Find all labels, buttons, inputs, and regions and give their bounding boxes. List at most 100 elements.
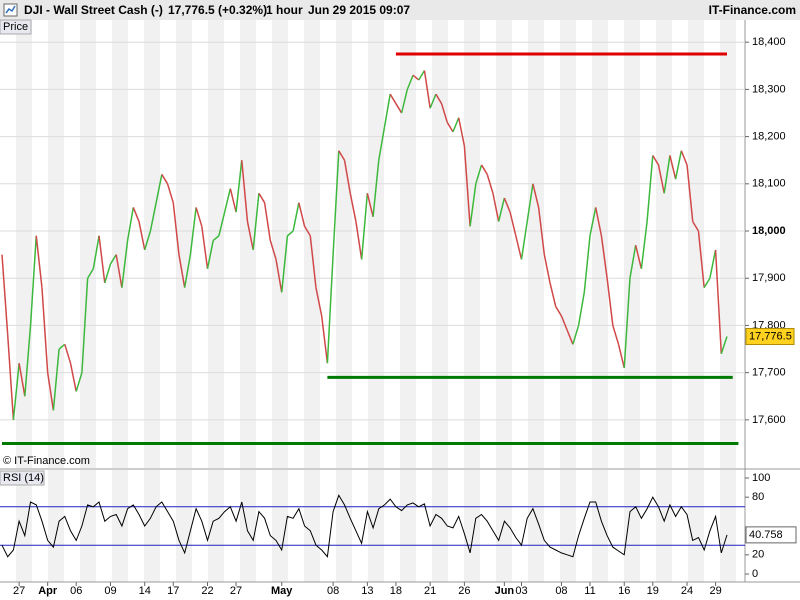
y-tick-label: 18,400 [752,36,786,48]
price-segment [121,240,129,288]
price-segment [223,188,232,213]
price-segment [634,245,643,269]
interval: 1 hour [266,3,303,17]
price-segment [355,221,363,260]
price-segment [457,117,466,147]
price-segment [332,150,340,255]
last-value-box [745,526,797,544]
x-tick-label: 27 [230,585,242,597]
price-segment [475,164,483,185]
price-segment [252,193,260,250]
price-segment [423,70,431,109]
x-tick-label: 11 [584,585,595,597]
y-tick-label: 17,700 [752,367,786,379]
rsi-title: RSI (14) [3,472,44,484]
x-tick-label: 08 [555,585,567,597]
price-segment [469,183,477,227]
header-bar [0,0,800,20]
price-segment [577,292,586,326]
price-segment [201,226,209,269]
price-segment [35,235,43,288]
panel-label-box [0,470,45,486]
price-segment [206,240,214,269]
y-tick-label: 0 [752,568,758,580]
price-segment [46,372,55,411]
price-segment [526,183,534,222]
x-tick-label: 22 [201,585,213,597]
x-tick-label: 03 [515,585,527,597]
price-segment [366,193,374,218]
last-price-label: 17,776.5 [749,330,792,342]
x-tick-label: 16 [618,585,630,597]
price-segment [400,89,409,114]
x-tick-label: 17 [167,585,179,597]
x-tick-label: May [271,585,293,597]
price-segment [58,343,66,350]
price-segment [235,160,243,213]
price-segment [12,363,20,420]
price-segment [1,254,9,335]
rsi-line [1,494,728,558]
y-tick-label: 18,300 [752,83,786,95]
price-segment [600,235,608,279]
price-segment [303,225,311,237]
price-segment [440,103,448,123]
price-segment [183,254,192,288]
x-tick-label: 14 [139,585,151,597]
price-segment [543,254,551,284]
price-segment [492,193,500,222]
price-segment [560,315,568,331]
price-segment [452,117,460,133]
price-segment [280,235,289,293]
price-segment [195,207,203,227]
price-segment [275,259,283,293]
price-segment [155,174,163,203]
price-segment [629,245,637,279]
price-segment [292,202,300,232]
price-segment [583,235,591,293]
price-segment [178,254,186,288]
quote: 17,776.5 (+0.32%) [168,3,267,17]
x-tick-label: Apr [38,585,58,597]
price-segment [143,230,152,251]
price-segment [52,348,60,411]
price-segment [320,315,329,364]
symbol: DJI - Wall Street Cash (-) [24,3,163,17]
price-segment [463,145,471,227]
chart-icon-line [5,5,16,14]
price-segment [75,372,83,392]
price-segment [360,193,369,260]
price-segment [41,287,49,373]
x-tick-label: 06 [70,585,82,597]
price-segment [109,254,117,265]
price-segment [24,325,32,397]
price-segment [315,287,323,317]
price-segment [172,202,180,255]
price-segment [343,160,351,194]
x-tick-label: 19 [647,585,659,597]
price-segment [338,150,346,161]
y-tick-label: 18,100 [752,178,786,190]
y-tick-label: 18,000 [752,225,786,237]
price-segment [572,325,580,345]
price-segment [520,221,528,260]
price-segment [714,249,723,354]
price-segment [657,164,665,194]
price-segment [509,211,517,236]
price-segment [589,207,597,236]
price-segment [594,207,603,236]
price-segment [486,174,494,194]
price-segment [104,263,112,284]
price-segment [686,164,694,222]
price-segment [246,221,254,251]
price-segment [166,183,174,203]
price-segment [149,202,157,232]
price-segment [703,277,711,289]
price-segment [269,240,277,260]
price-segment [697,230,705,288]
price-segment [406,74,414,90]
price-segment [349,193,357,222]
last-price-box [745,328,795,346]
price-segment [652,155,660,166]
